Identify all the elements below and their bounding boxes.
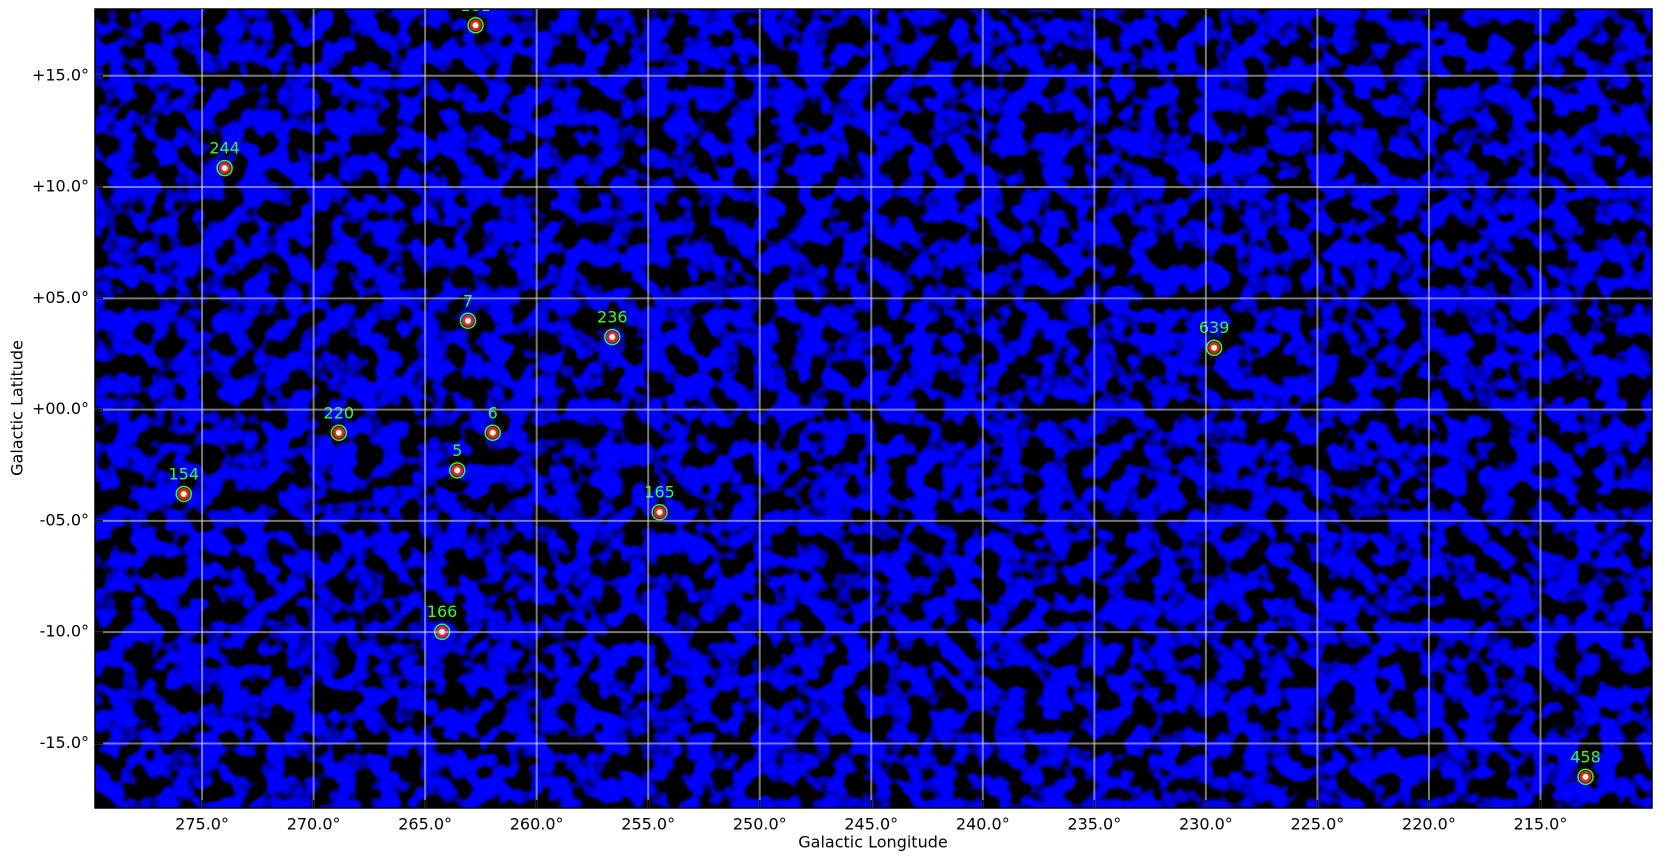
- source-marker: [216, 159, 233, 177]
- source-core: [464, 317, 471, 324]
- source-marker: [651, 503, 668, 521]
- x-tick-label: 265.0°: [398, 815, 452, 834]
- source-core: [489, 429, 496, 436]
- source-marker: [175, 485, 193, 503]
- x-tick-label: 215.0°: [1514, 815, 1568, 834]
- source-core: [1582, 773, 1589, 780]
- source-marker: [449, 462, 466, 479]
- x-tick-label: 255.0°: [621, 815, 675, 834]
- x-tick-label: 270.0°: [287, 815, 341, 834]
- source-label: 220: [324, 403, 355, 422]
- source-label: 236: [597, 308, 628, 327]
- source-core: [472, 22, 479, 29]
- source-core: [609, 334, 616, 341]
- source-marker: [459, 312, 477, 330]
- source-label: 7: [463, 291, 473, 310]
- source-marker: [467, 16, 484, 34]
- x-tick-label: 275.0°: [175, 815, 229, 834]
- source-label: 458: [1570, 747, 1601, 766]
- x-tick-label: 230.0°: [1179, 815, 1233, 834]
- source-core: [180, 490, 187, 497]
- x-tick-label: 235.0°: [1067, 815, 1121, 834]
- y-tick-label: +05.0°: [32, 288, 89, 307]
- plot-frame: [94, 8, 1653, 809]
- x-tick-label: 225.0°: [1290, 815, 1344, 834]
- y-tick-label: -10.0°: [40, 622, 89, 641]
- x-tick-label: 220.0°: [1402, 815, 1456, 834]
- y-axis-title: Galactic Latitude: [8, 340, 27, 476]
- source-label: 6: [488, 403, 498, 422]
- y-tick-label: +10.0°: [32, 177, 89, 196]
- source-label: 5: [452, 441, 462, 460]
- y-tick-label: +00.0°: [32, 399, 89, 418]
- x-tick-label: 260.0°: [510, 815, 564, 834]
- source-label: 244: [209, 139, 240, 158]
- source-core: [221, 165, 228, 172]
- y-tick-label: -15.0°: [40, 733, 89, 752]
- x-axis-title: Galactic Longitude: [798, 833, 947, 852]
- source-marker: [604, 328, 621, 346]
- x-tick-label: 240.0°: [956, 815, 1010, 834]
- y-tick-label: +15.0°: [32, 65, 89, 84]
- y-tick-label: -05.0°: [40, 510, 89, 529]
- source-label: 154: [169, 464, 200, 483]
- source-label: 166: [427, 602, 458, 621]
- source-marker: [484, 424, 501, 442]
- source-label: 181: [460, 0, 491, 15]
- sky-noise: [95, 9, 1652, 808]
- plot-area: 181 244 7 236 639 220 6 5 154 165 166 458: [169, 0, 1601, 786]
- x-tick-label: 245.0°: [844, 815, 898, 834]
- source-core: [656, 509, 663, 516]
- source-core: [335, 429, 342, 436]
- source-marker: [1577, 768, 1594, 786]
- source-label: 165: [644, 483, 675, 502]
- source-label: 639: [1199, 318, 1230, 337]
- source-core: [1211, 344, 1218, 351]
- source-marker: [330, 424, 348, 442]
- source-core: [454, 467, 461, 474]
- x-tick-label: 250.0°: [733, 815, 787, 834]
